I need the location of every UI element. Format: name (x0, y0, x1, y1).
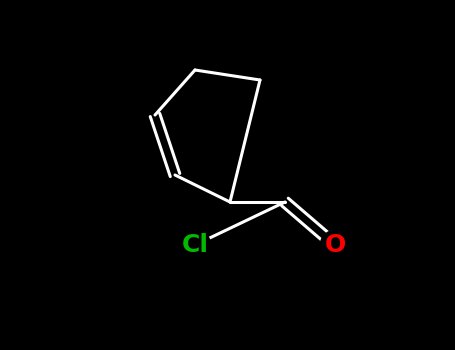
Text: O: O (324, 233, 346, 257)
Text: Cl: Cl (182, 233, 208, 257)
